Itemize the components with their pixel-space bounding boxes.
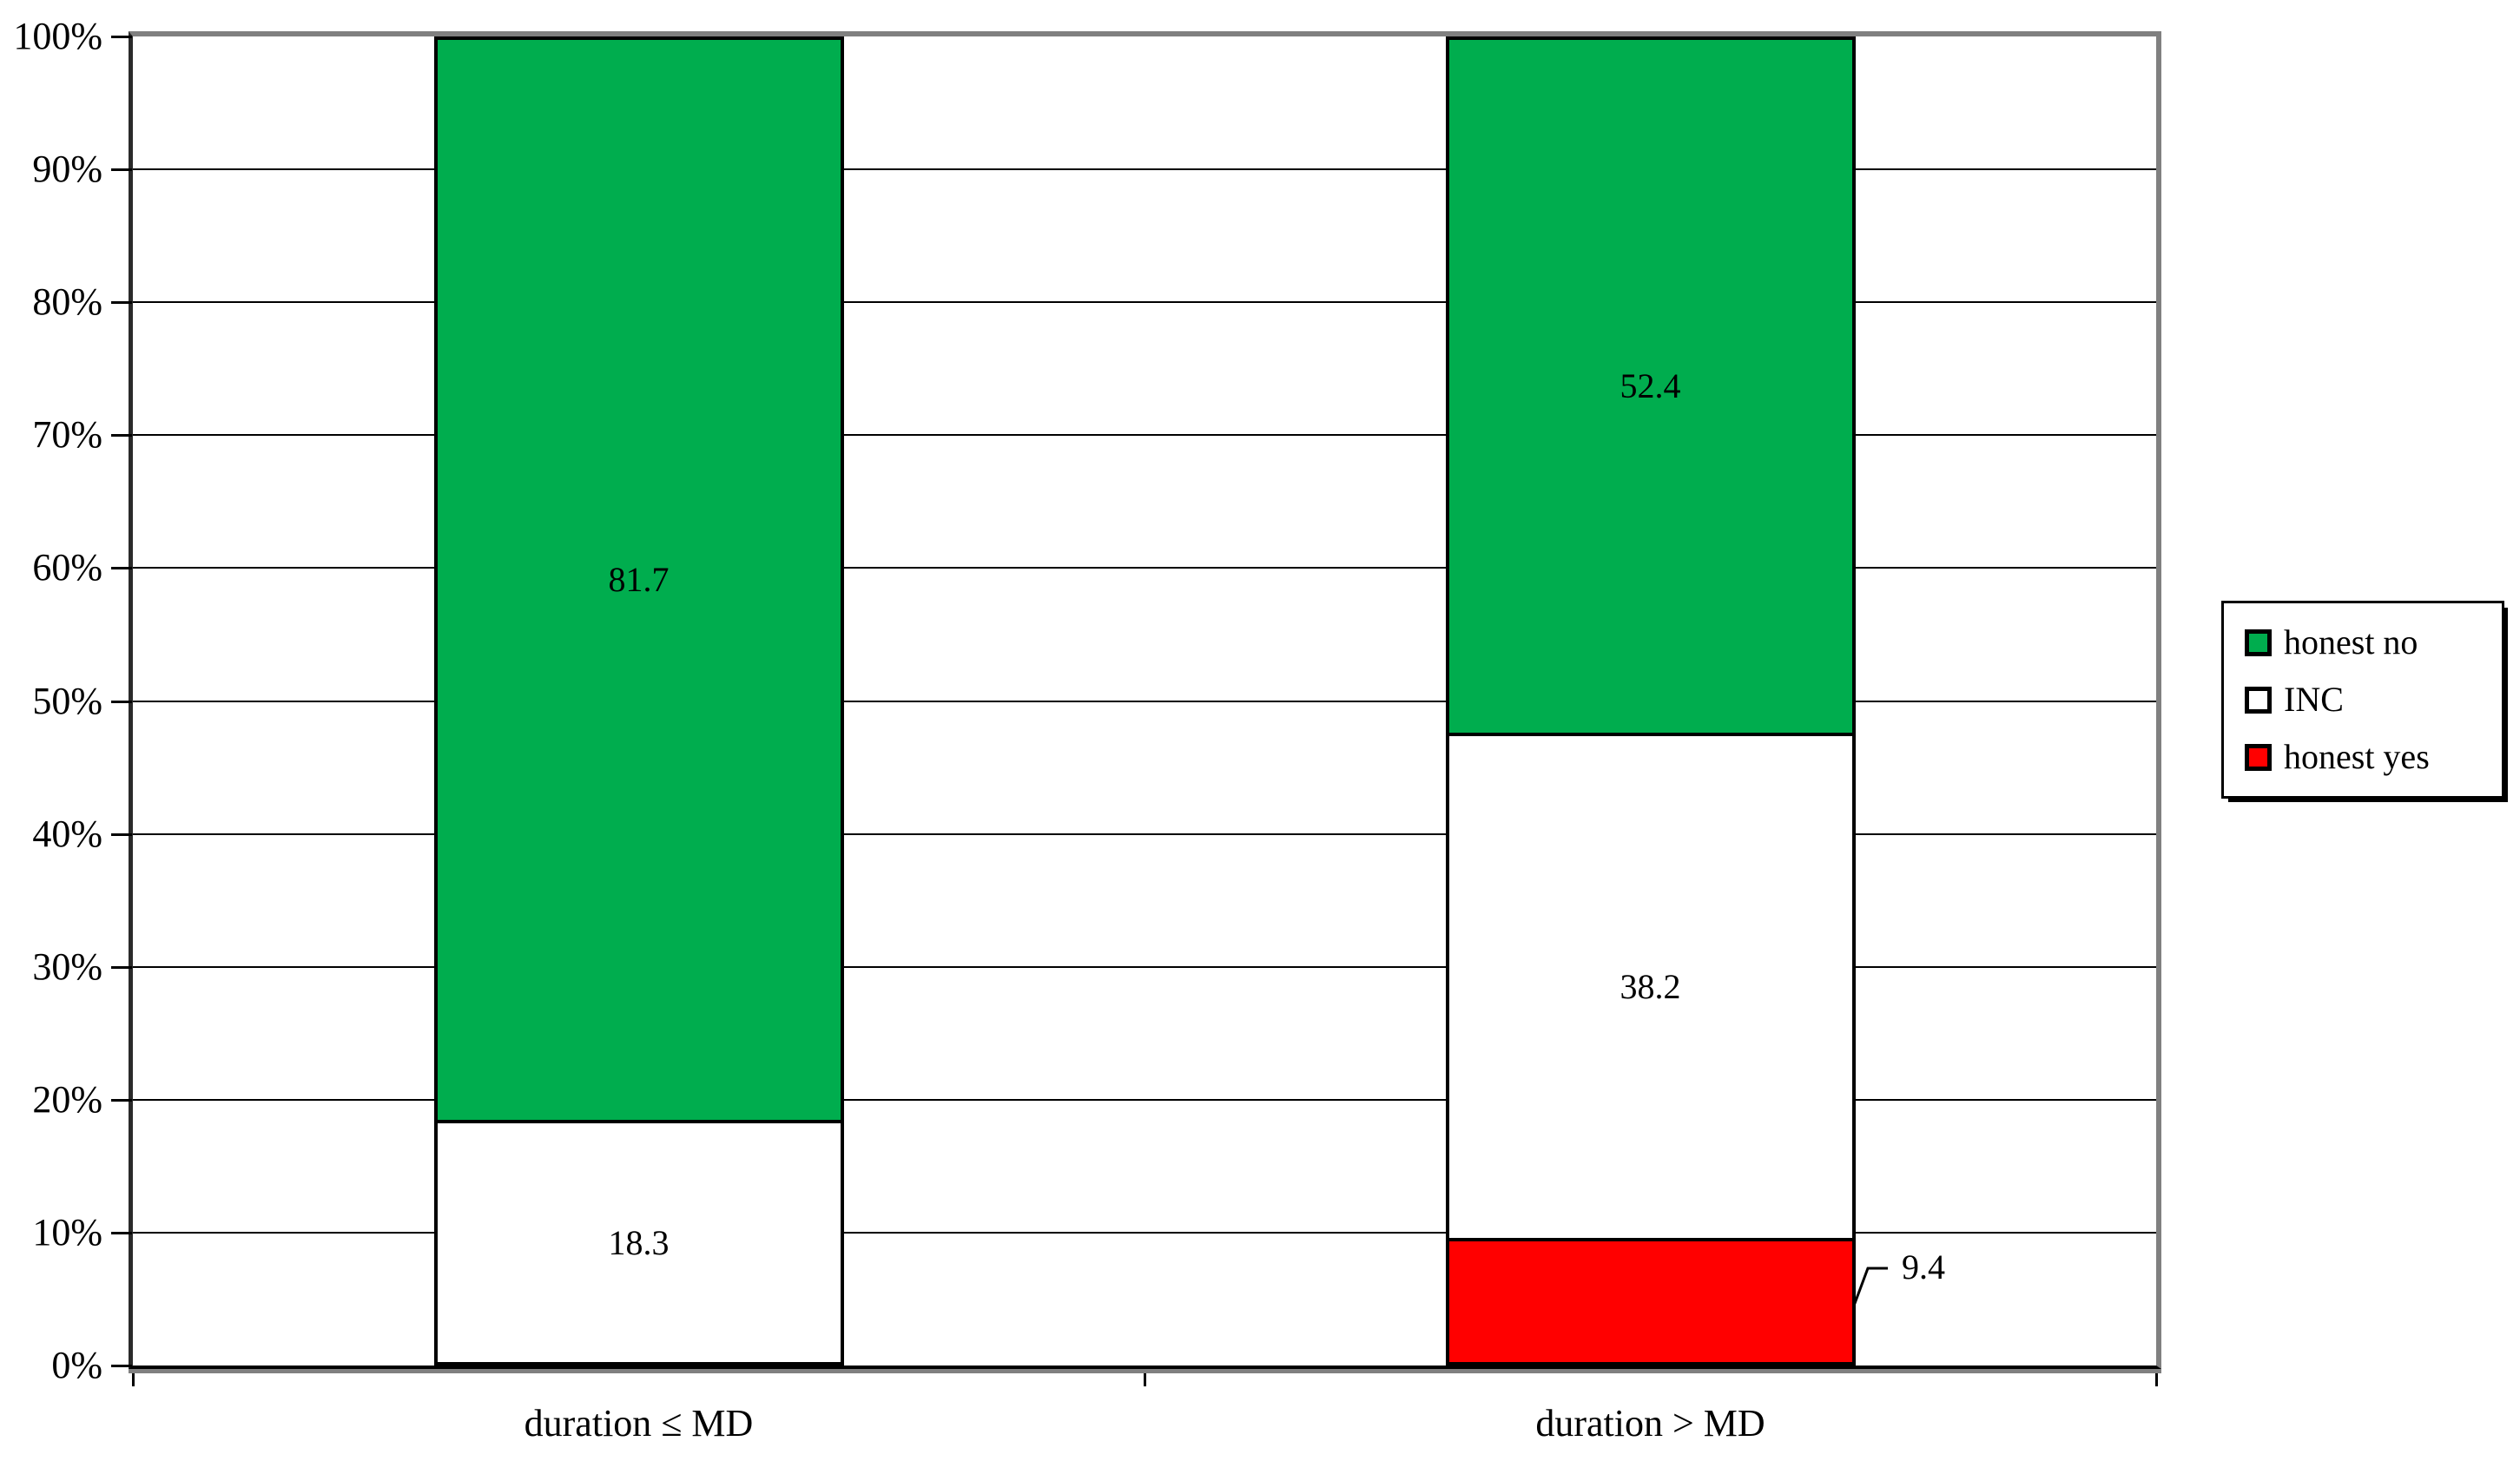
segment-INC-2: 38.2 xyxy=(1448,733,1852,1238)
y-axis-tick-10 xyxy=(111,1231,132,1234)
legend-entry-honest-yes: honest yes xyxy=(2245,740,2502,774)
bar-2: 52.4 38.2 xyxy=(1445,36,1856,1366)
y-axis-tick-label-100: 100% xyxy=(13,15,102,57)
legend: honest no INC honest yes xyxy=(2221,601,2504,799)
legend-label: INC xyxy=(2284,680,2344,719)
segment-value-label: 18.3 xyxy=(608,1222,670,1262)
legend-swatch-icon xyxy=(2245,743,2272,771)
legend-entry-honest-no: honest no xyxy=(2245,625,2502,660)
gridline-70 xyxy=(133,434,2156,437)
y-axis-tick-label-50: 50% xyxy=(32,679,102,722)
x-axis-tick-0 xyxy=(132,1371,135,1386)
segment-INC-1: 18.3 xyxy=(437,1120,841,1362)
y-axis-tick-label-80: 80% xyxy=(32,280,102,324)
category-label-1: duration ≤ MD xyxy=(524,1402,754,1445)
legend-label: honest yes xyxy=(2284,737,2430,776)
y-axis-tick-label-10: 10% xyxy=(32,1210,102,1254)
plot-area: 81.7 18.3 52.4 38.2 xyxy=(111,31,2161,1386)
y-axis-tick-0 xyxy=(111,1365,132,1367)
y-axis-tick-label-90: 90% xyxy=(32,148,102,191)
gridline-40 xyxy=(133,833,2156,835)
segment-value-label: 52.4 xyxy=(1620,366,1681,406)
legend-swatch-icon xyxy=(2245,628,2272,656)
legend-entry-INC: INC xyxy=(2245,682,2502,717)
segment-honest-yes-2 xyxy=(1448,1237,1852,1362)
y-axis-tick-label-30: 30% xyxy=(32,944,102,988)
y-axis-tick-90 xyxy=(111,168,132,172)
legend-swatch-icon xyxy=(2245,686,2272,714)
y-axis-tick-label-0: 0% xyxy=(51,1344,102,1386)
legend-label: honest no xyxy=(2284,622,2418,661)
y-axis-tick-70 xyxy=(111,434,132,438)
segment-honest-no-1: 81.7 xyxy=(437,40,841,1121)
y-axis-tick-80 xyxy=(111,301,132,305)
segment-honest-no-2: 52.4 xyxy=(1448,40,1852,734)
gridline-10 xyxy=(133,1231,2156,1234)
y-axis-tick-labels: 0% 10% 20% 30% 40% 50% 60% 70% 80% 90% 100% xyxy=(0,17,102,1385)
gridline-50 xyxy=(133,700,2156,702)
segment-value-label: 81.7 xyxy=(608,560,670,600)
callout-value-label: 9.4 xyxy=(1902,1247,1945,1287)
y-axis-tick-20 xyxy=(111,1098,132,1102)
y-axis-tick-label-20: 20% xyxy=(32,1077,102,1121)
y-axis-tick-100 xyxy=(111,36,132,38)
y-axis-tick-60 xyxy=(111,567,132,570)
gridline-60 xyxy=(133,567,2156,569)
segment-value-label: 38.2 xyxy=(1620,966,1681,1006)
y-axis-tick-30 xyxy=(111,965,132,969)
y-axis-tick-50 xyxy=(111,700,132,703)
gridline-30 xyxy=(133,965,2156,968)
gridline-80 xyxy=(133,301,2156,304)
gridline-20 xyxy=(133,1098,2156,1101)
y-axis-tick-label-40: 40% xyxy=(32,812,102,855)
y-axis-tick-40 xyxy=(111,833,132,836)
y-axis-tick-label-70: 70% xyxy=(32,413,102,457)
bar-1: 81.7 18.3 xyxy=(433,36,844,1366)
y-axis-tick-label-60: 60% xyxy=(32,546,102,589)
x-axis-tick-2 xyxy=(2155,1371,2158,1386)
x-axis-tick-1 xyxy=(1144,1371,1146,1386)
category-label-2: duration > MD xyxy=(1535,1402,1765,1445)
plot-area-bottom-shadow xyxy=(129,1369,2161,1373)
gridline-90 xyxy=(133,168,2156,171)
